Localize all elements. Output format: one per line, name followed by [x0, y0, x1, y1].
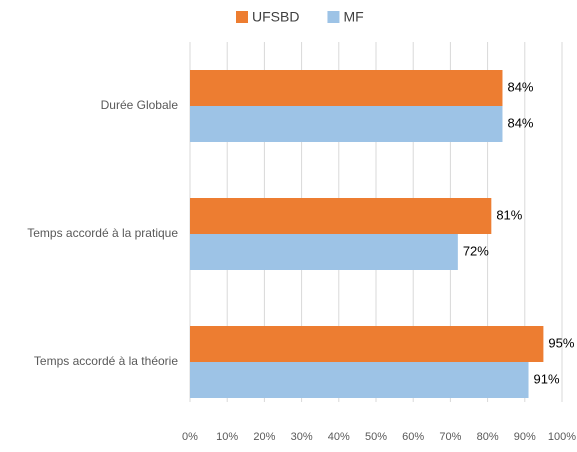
- bar: [190, 326, 544, 362]
- bar: [190, 106, 503, 142]
- x-tick-label: 100%: [548, 431, 576, 443]
- x-tick-label: 40%: [328, 431, 350, 443]
- x-tick-label: 0%: [182, 431, 198, 443]
- bar: [190, 70, 503, 106]
- bar: [190, 362, 529, 398]
- legend-swatch: [327, 11, 340, 23]
- y-tick-label: Temps accordé à la pratique: [27, 226, 178, 240]
- y-tick-label: Temps accordé à la théorie: [34, 354, 178, 368]
- value-label: 91%: [534, 371, 560, 386]
- x-tick-label: 70%: [439, 431, 461, 443]
- legend-label: UFSBD: [252, 9, 299, 25]
- x-tick-label: 80%: [477, 431, 499, 443]
- x-tick-label: 60%: [402, 431, 424, 443]
- x-tick-label: 10%: [216, 431, 238, 443]
- bar: [190, 198, 492, 234]
- value-label: 95%: [548, 335, 574, 350]
- legend-swatch: [236, 11, 248, 23]
- value-label: 84%: [507, 79, 533, 94]
- value-label: 72%: [463, 243, 489, 258]
- legend-label: MF: [343, 9, 363, 25]
- x-tick-label: 50%: [365, 431, 387, 443]
- y-tick-label: Durée Globale: [101, 98, 179, 112]
- value-label: 84%: [507, 115, 533, 130]
- x-tick-label: 30%: [291, 431, 313, 443]
- bar: [190, 234, 458, 270]
- value-label: 81%: [496, 207, 522, 222]
- x-tick-label: 20%: [253, 431, 275, 443]
- x-tick-label: 90%: [514, 431, 536, 443]
